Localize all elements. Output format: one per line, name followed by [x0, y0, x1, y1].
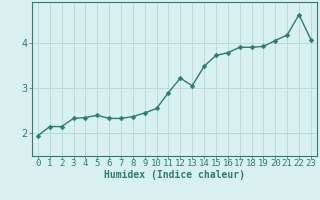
X-axis label: Humidex (Indice chaleur): Humidex (Indice chaleur)	[104, 170, 245, 180]
